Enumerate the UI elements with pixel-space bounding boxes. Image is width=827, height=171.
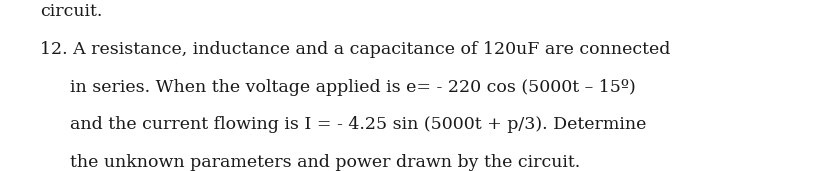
Text: 12. A resistance, inductance and a capacitance of 120uF are connected: 12. A resistance, inductance and a capac… [40,41,669,58]
Text: circuit.: circuit. [40,3,102,20]
Text: in series. When the voltage applied is e= - 220 cos (5000t – 15º): in series. When the voltage applied is e… [70,79,635,96]
Text: the unknown parameters and power drawn by the circuit.: the unknown parameters and power drawn b… [70,154,580,171]
Text: and the current flowing is I = - 4.25 sin (5000t + p/3). Determine: and the current flowing is I = - 4.25 si… [70,116,646,133]
